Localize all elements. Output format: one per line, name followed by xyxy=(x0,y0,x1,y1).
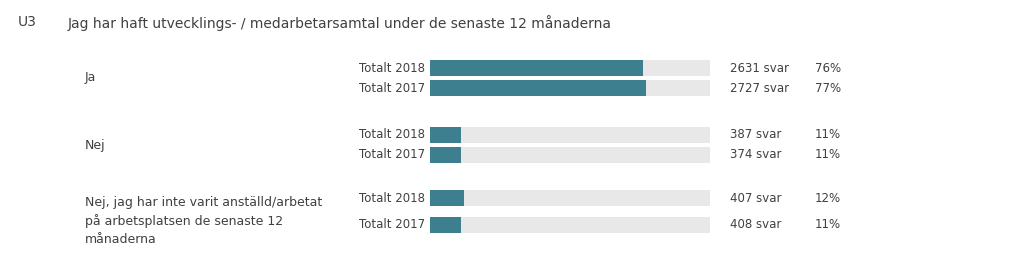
Text: 11%: 11% xyxy=(815,219,841,232)
Bar xyxy=(430,190,710,206)
Text: 387 svar: 387 svar xyxy=(730,128,781,141)
Bar xyxy=(430,80,645,96)
Text: U3: U3 xyxy=(18,15,37,29)
Text: 11%: 11% xyxy=(815,128,841,141)
Text: 374 svar: 374 svar xyxy=(730,148,781,162)
Text: 77%: 77% xyxy=(815,82,841,95)
Text: Totalt 2017: Totalt 2017 xyxy=(358,219,425,232)
Text: Jag har haft utvecklings- / medarbetarsamtal under de senaste 12 månaderna: Jag har haft utvecklings- / medarbetarsa… xyxy=(68,15,612,31)
Text: 11%: 11% xyxy=(815,148,841,162)
Bar xyxy=(430,217,710,233)
Text: 2727 svar: 2727 svar xyxy=(730,82,790,95)
Bar xyxy=(430,127,710,143)
Bar xyxy=(430,60,643,76)
Bar xyxy=(430,217,461,233)
Text: Nej: Nej xyxy=(85,139,105,152)
Text: Nej, jag har inte varit anställd/arbetat
på arbetsplatsen de senaste 12
månadern: Nej, jag har inte varit anställd/arbetat… xyxy=(85,196,323,247)
Text: 2631 svar: 2631 svar xyxy=(730,61,790,75)
Bar xyxy=(430,147,710,163)
Text: Ja: Ja xyxy=(85,71,96,84)
Text: Totalt 2017: Totalt 2017 xyxy=(358,148,425,162)
Bar xyxy=(430,60,710,76)
Text: 407 svar: 407 svar xyxy=(730,191,781,205)
Text: Totalt 2018: Totalt 2018 xyxy=(359,61,425,75)
Text: Totalt 2017: Totalt 2017 xyxy=(358,82,425,95)
Bar xyxy=(430,147,461,163)
Text: Totalt 2018: Totalt 2018 xyxy=(359,191,425,205)
Text: 12%: 12% xyxy=(815,191,841,205)
Text: Totalt 2018: Totalt 2018 xyxy=(359,128,425,141)
Bar xyxy=(430,80,710,96)
Bar xyxy=(430,127,461,143)
Text: 408 svar: 408 svar xyxy=(730,219,781,232)
Bar xyxy=(430,190,464,206)
Text: 76%: 76% xyxy=(815,61,841,75)
